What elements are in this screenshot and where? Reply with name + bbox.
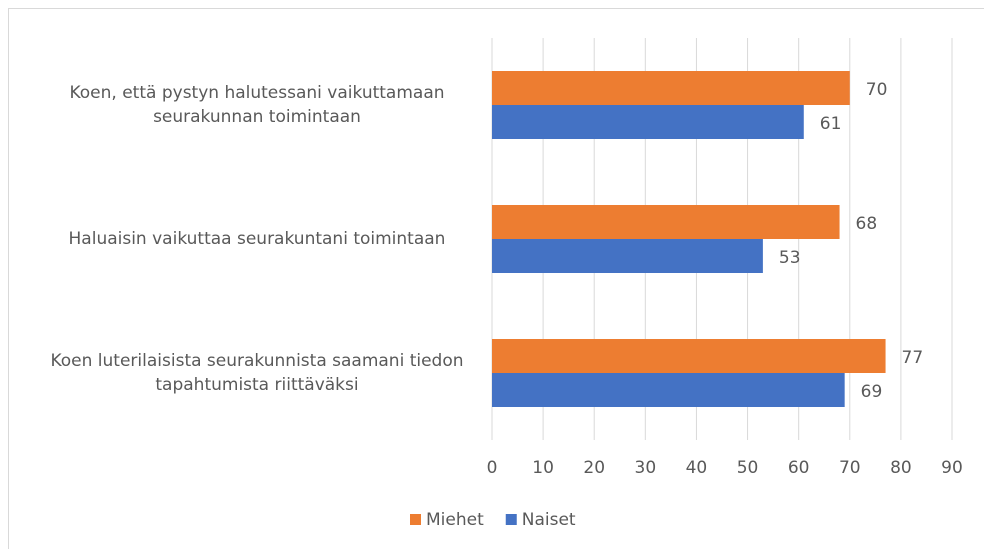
x-tick-label: 80	[890, 458, 912, 478]
x-tick-label: 10	[532, 458, 554, 478]
legend-swatch	[410, 514, 421, 525]
y-tick-label: Koen, että pystyn halutessani vaikuttama…	[69, 83, 445, 127]
legend-label: Naiset	[522, 510, 576, 530]
legend-swatch	[505, 514, 517, 525]
bar	[492, 373, 845, 407]
legend-label: Miehet	[426, 510, 484, 530]
x-tick-label: 50	[737, 458, 759, 478]
x-tick-label: 90	[941, 458, 963, 478]
x-tick-label: 30	[635, 458, 657, 478]
bar	[492, 105, 804, 139]
chart-border	[8, 8, 984, 549]
x-tick-label: 0	[487, 458, 498, 478]
x-tick-label: 70	[839, 458, 861, 478]
data-label: 61	[820, 114, 842, 134]
data-label: 77	[902, 348, 924, 368]
data-label: 70	[866, 80, 888, 100]
x-tick-label: 60	[788, 458, 810, 478]
x-tick-label: 40	[686, 458, 708, 478]
bar	[492, 205, 840, 239]
data-label: 69	[861, 382, 883, 402]
bar	[492, 71, 850, 105]
y-tick-label: Haluaisin vaikuttaa seurakuntani toimint…	[68, 229, 446, 249]
data-label: 68	[856, 214, 878, 234]
bar	[492, 239, 763, 273]
data-label: 53	[779, 248, 801, 268]
y-tick-label: Koen luterilaisista seurakunnista saaman…	[50, 351, 464, 395]
bar	[492, 339, 886, 373]
x-tick-label: 20	[583, 458, 605, 478]
